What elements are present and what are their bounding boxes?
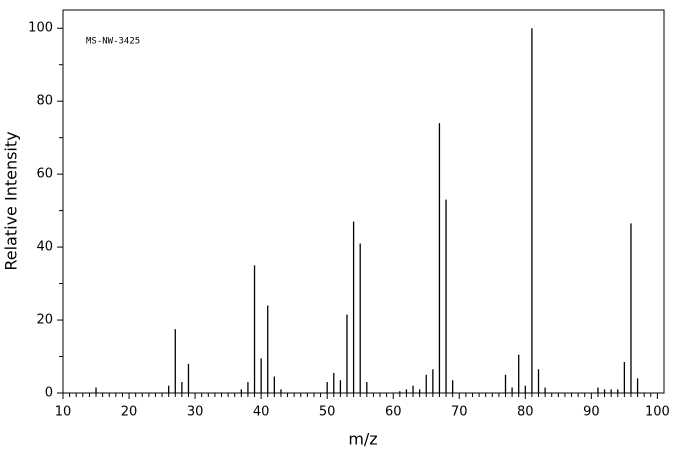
plot-frame [62,9,665,394]
x-tick-label: 100 [645,405,670,420]
x-tick-label: 30 [187,405,204,420]
x-tick-label: 20 [121,405,138,420]
x-tick-label: 50 [319,405,336,420]
y-axis-label: Relative Intensity [2,131,21,270]
y-tick-label: 40 [36,240,53,255]
x-tick-label: 60 [385,405,402,420]
x-tick-label: 80 [517,405,534,420]
y-tick-label: 0 [45,386,53,401]
x-tick-label: 10 [55,405,72,420]
x-tick-label: 40 [253,405,270,420]
annotation: MS-NW-3425 [86,37,140,47]
x-axis-label: m/z [348,430,377,449]
x-tick-label: 90 [583,405,600,420]
y-tick-label: 100 [28,21,53,36]
y-tick-label: 20 [36,313,53,328]
x-tick-label: 70 [451,405,468,420]
y-tick-label: 60 [36,167,53,182]
y-tick-label: 80 [36,94,53,109]
